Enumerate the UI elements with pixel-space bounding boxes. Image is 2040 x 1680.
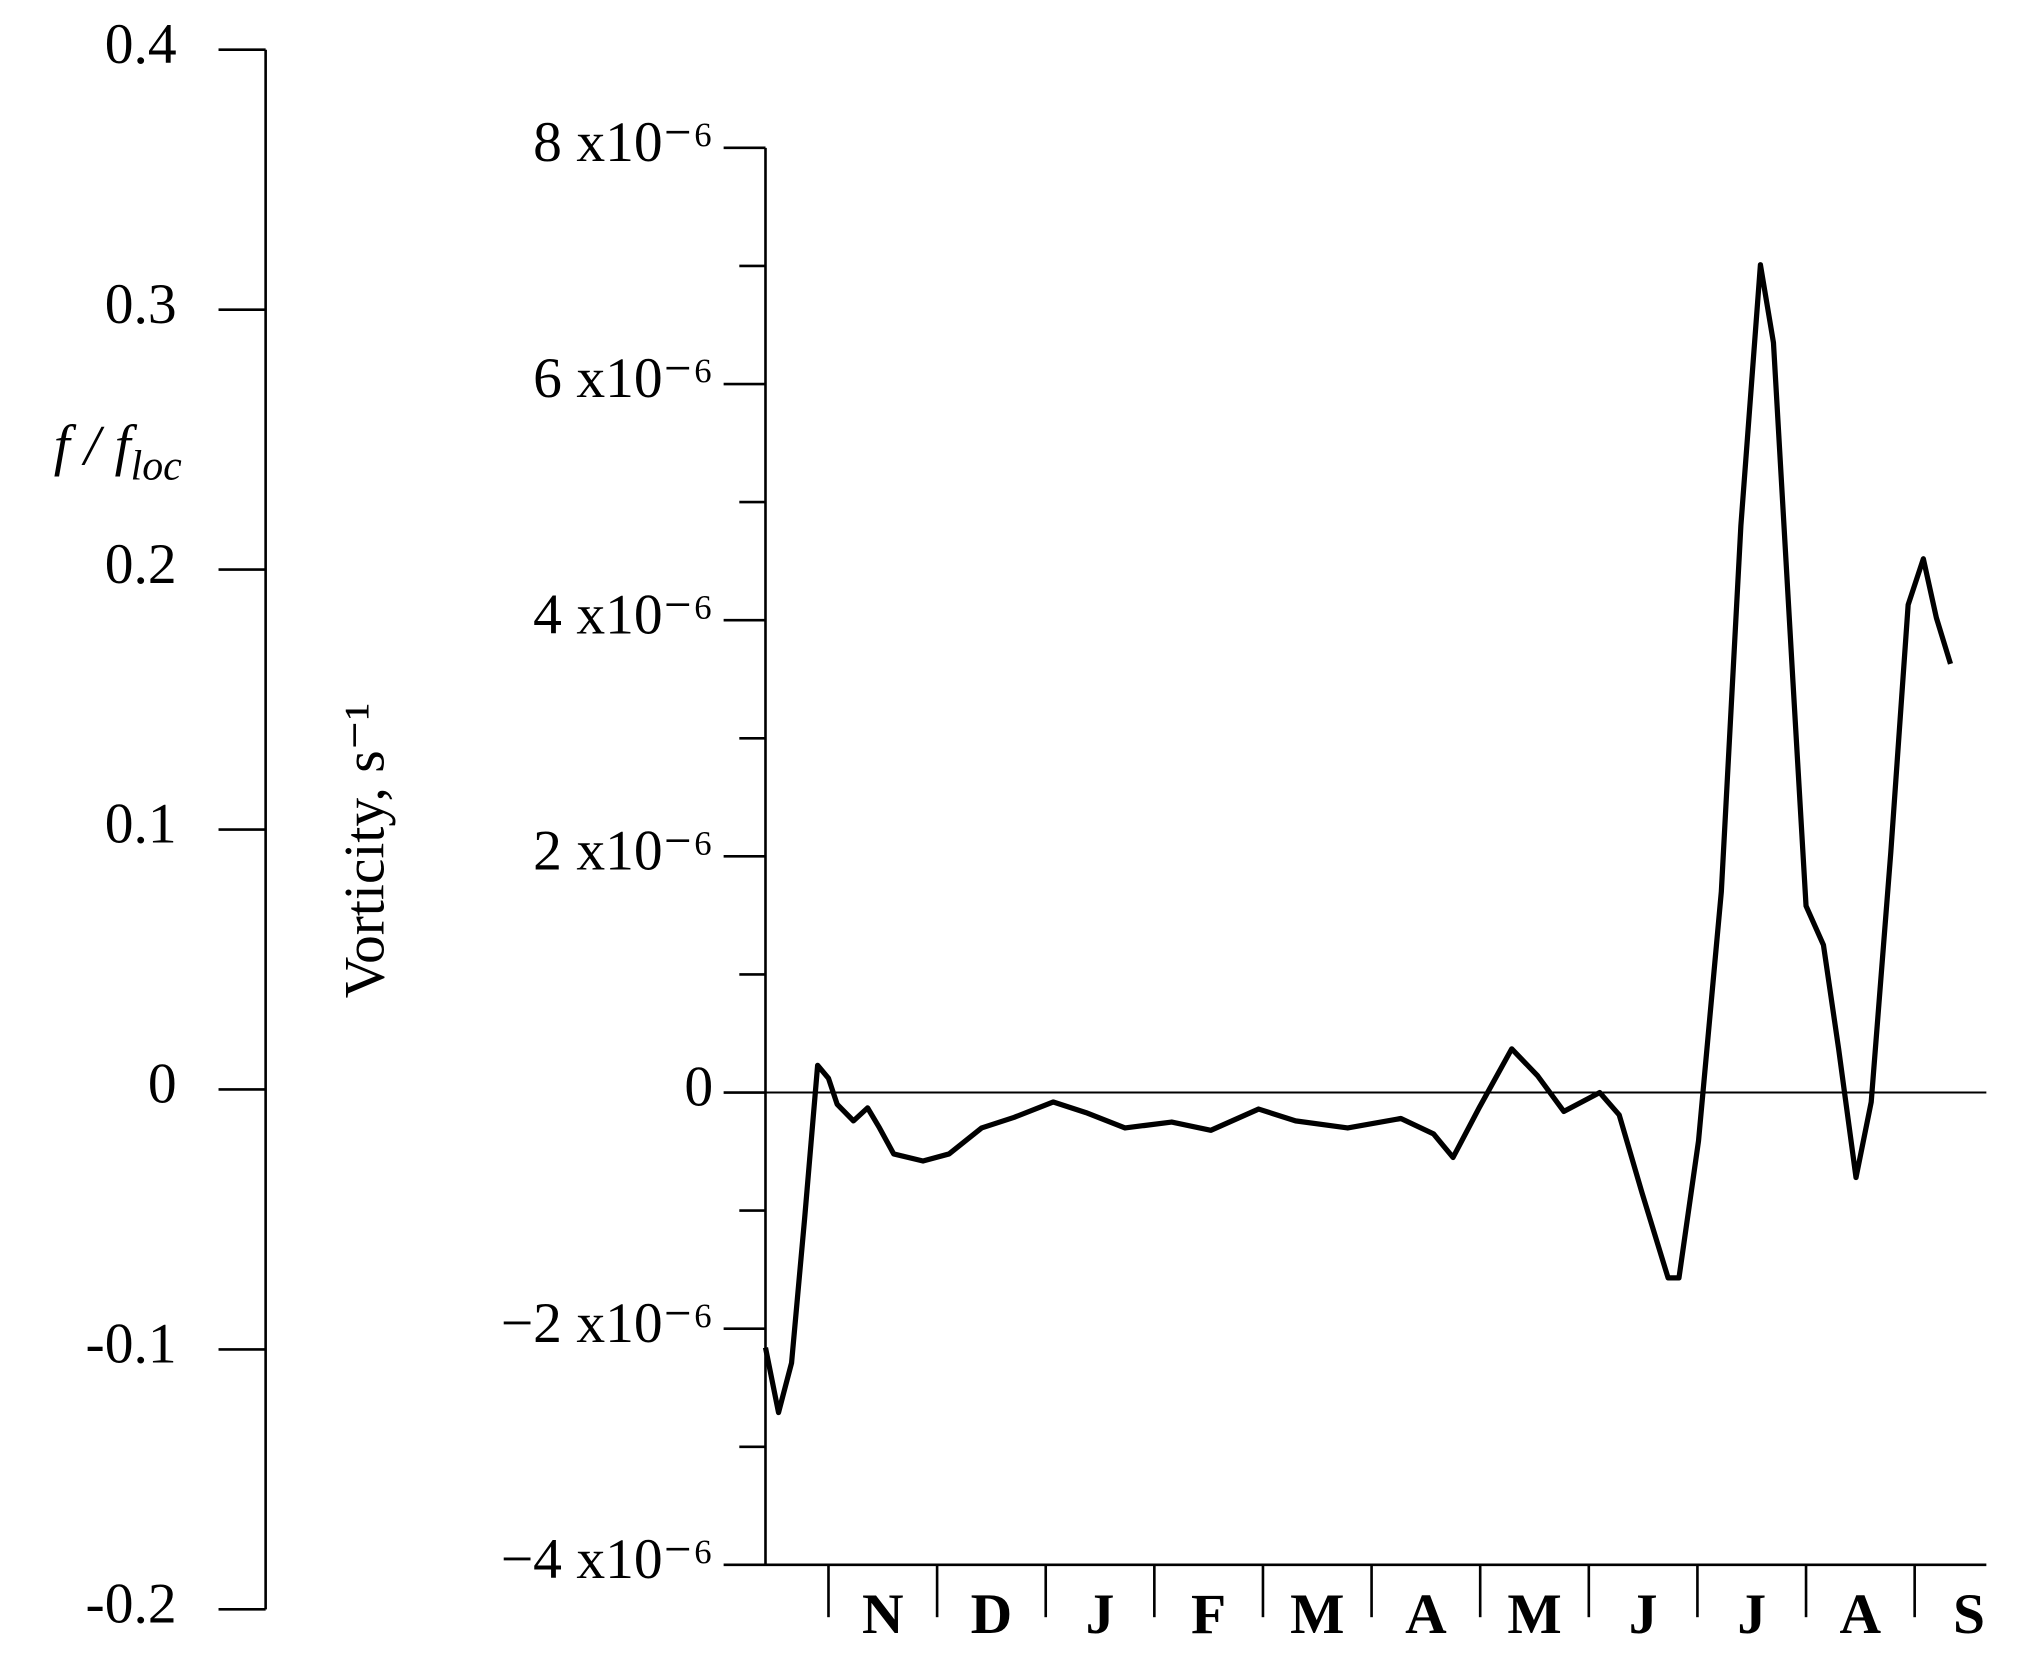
x-tick-label: M: [1290, 1583, 1344, 1646]
y2-tick-label: 0.1: [105, 793, 177, 856]
y2-label-sub: loc: [131, 443, 183, 489]
x-tick-label: J: [1737, 1583, 1766, 1646]
y-tick-label: 2 x10⁻⁶: [533, 820, 713, 883]
y2-tick-label: 0.2: [105, 533, 177, 596]
y-tick-label: 4 x10⁻⁶: [533, 583, 713, 646]
y2-tick-label: -0.1: [86, 1313, 177, 1376]
y2-label-main: f / f: [54, 415, 138, 478]
x-tick-label: A: [1840, 1583, 1882, 1646]
x-tick-label: S: [1953, 1583, 1985, 1646]
x-tick-label: M: [1507, 1583, 1561, 1646]
y2-tick-label: 0.3: [105, 273, 177, 336]
x-tick-label: J: [1629, 1583, 1658, 1646]
x-tick-label: D: [971, 1583, 1013, 1646]
x-tick-label: J: [1086, 1583, 1115, 1646]
x-tick-label: A: [1405, 1583, 1447, 1646]
y-axis-label: Vorticity, s⁻¹: [334, 703, 397, 998]
x-tick-label: N: [862, 1583, 904, 1646]
y-tick-label: −4 x10⁻⁶: [501, 1528, 713, 1591]
y-tick-label: 6 x10⁻⁶: [533, 347, 713, 410]
y-tick-label: −2 x10⁻⁶: [501, 1292, 713, 1355]
series-line: [762, 262, 1954, 1416]
y2-tick-label: 0: [148, 1053, 177, 1116]
y-tick-label: 0: [684, 1056, 713, 1119]
y2-axis-label: f / floc: [54, 415, 182, 490]
x-tick-label: F: [1191, 1583, 1226, 1646]
y2-tick-label: 0.4: [105, 13, 177, 76]
y2-tick-label: -0.2: [86, 1573, 177, 1636]
y-tick-label: 8 x10⁻⁶: [533, 111, 713, 174]
